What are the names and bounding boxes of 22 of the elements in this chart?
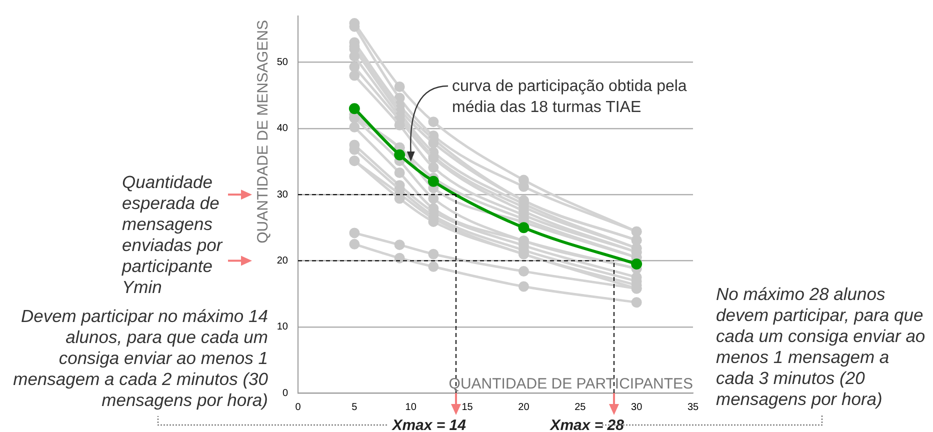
x-tick-label: 10 bbox=[405, 402, 417, 413]
y-tick-label: 40 bbox=[276, 123, 288, 134]
y-tick-label: 10 bbox=[276, 322, 288, 333]
x-tick-label: 0 bbox=[295, 402, 302, 413]
y-tick-label: 50 bbox=[276, 57, 288, 68]
y-tick-label: 20 bbox=[276, 255, 288, 266]
ref-line-label: Xmax = 28 bbox=[549, 417, 625, 432]
y-tick-label: 30 bbox=[276, 189, 288, 200]
text: No máximo 28 alunos devem participar, para que cada um consiga enviar ao menos 1 mensagem a cada 3 minutos (20 mensagens por hora) bbox=[716, 284, 926, 410]
x-tick-label: 30 bbox=[631, 402, 643, 413]
x-tick-label: 25 bbox=[574, 402, 586, 413]
y-axis-title: QUANTIDADE DE MENSAGENS bbox=[254, 20, 272, 244]
x-axis-title: QUANTIDADE DE PARTICIPANTES bbox=[448, 376, 693, 393]
y-tick-label: 0 bbox=[282, 388, 288, 399]
text: Quantidade esperada de mensagens enviadas por participante Ymin bbox=[122, 172, 224, 298]
text: Devem participar no máximo 14 alunos, para que cada um consiga enviar ao menos 1 mensagem a cada 2 minutos (30 mensagens por hora) bbox=[12, 306, 268, 411]
annotation: curva de participação obtida pela média das 18 turmas TIAE bbox=[452, 77, 688, 118]
ref-line-label: Xmax = 14 bbox=[391, 417, 467, 432]
x-tick-label: 35 bbox=[687, 402, 699, 413]
x-tick-label: 15 bbox=[462, 402, 474, 413]
x-tick-label: 20 bbox=[518, 402, 530, 413]
x-tick-label: 5 bbox=[352, 402, 358, 413]
